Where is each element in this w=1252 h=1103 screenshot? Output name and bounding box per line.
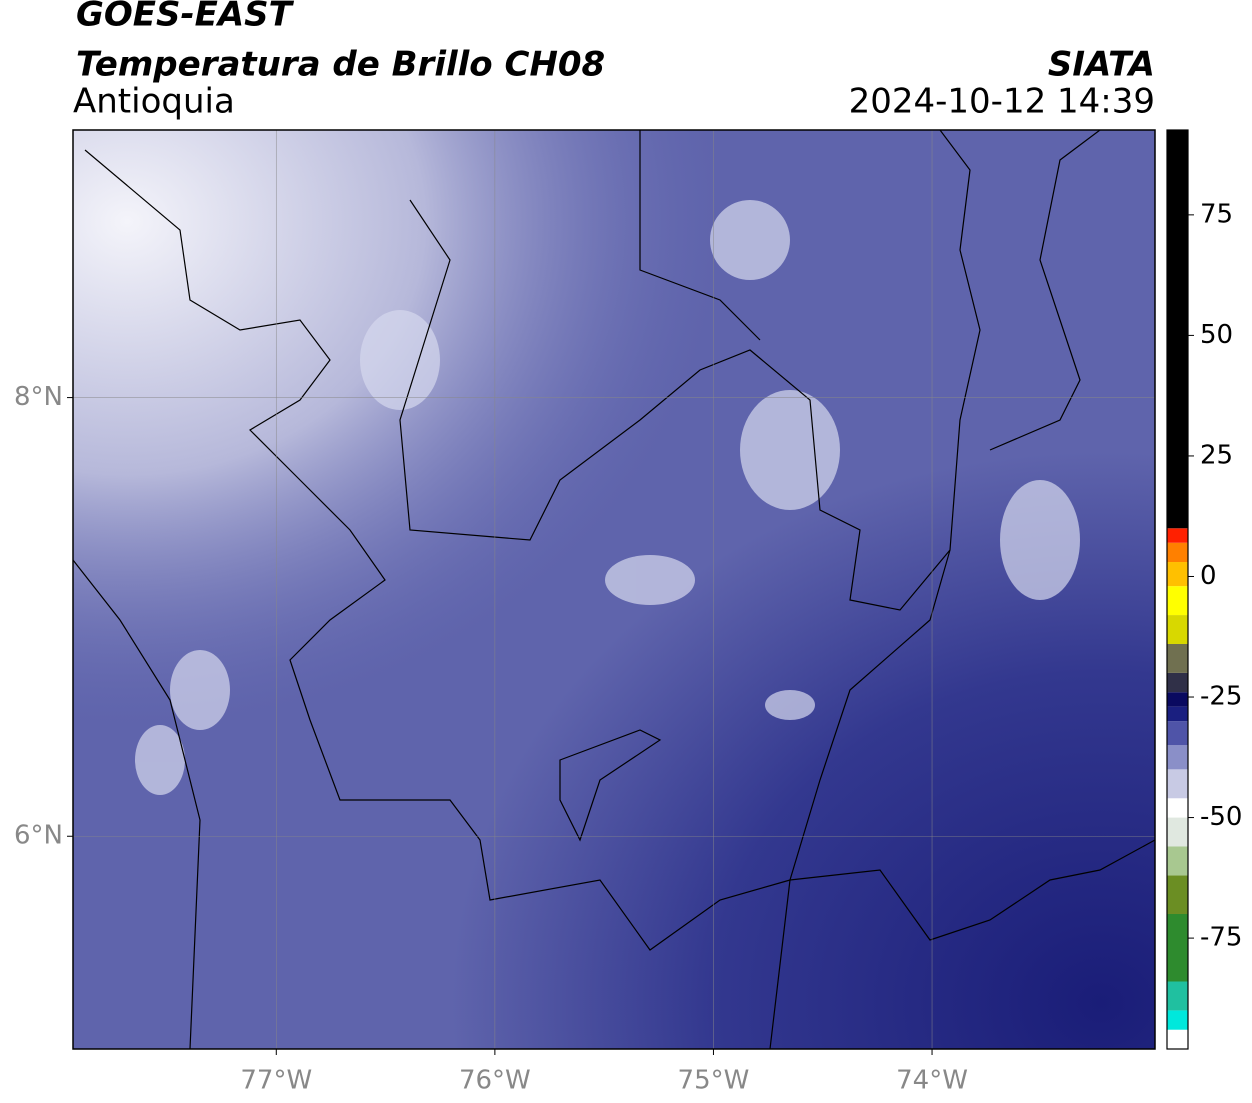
map-frame bbox=[72, 129, 1156, 1050]
colorbar-segment bbox=[1167, 528, 1188, 543]
colorbar-segment bbox=[1167, 913, 1188, 982]
colorbar-segment bbox=[1167, 981, 1188, 1011]
colorbar-segment bbox=[1167, 542, 1188, 563]
colorbar-tick-label: -50 bbox=[1200, 802, 1242, 832]
subtitle: Temperatura de Brillo CH08 bbox=[76, 45, 605, 85]
colorbar-segment bbox=[1167, 643, 1188, 673]
x-tick-label: 77°W bbox=[240, 1066, 312, 1096]
colorbar-tick-label: -25 bbox=[1200, 682, 1242, 712]
colorbar-segment bbox=[1167, 586, 1188, 616]
colorbar-segment bbox=[1167, 562, 1188, 587]
colorbar-segment bbox=[1167, 798, 1188, 818]
map-field bbox=[73, 130, 1155, 1049]
colorbar: -75 -50 -25 0 25 50 75 bbox=[1167, 130, 1242, 1049]
colorbar-tick-label: -75 bbox=[1200, 923, 1242, 953]
y-tick-label: 8°N bbox=[14, 382, 63, 412]
colorbar-tick-label: 50 bbox=[1200, 320, 1233, 350]
colorbar-segment bbox=[1167, 672, 1188, 693]
colorbar-segment bbox=[1167, 721, 1188, 746]
colorbar-segment bbox=[1167, 817, 1188, 847]
colorbar-segment bbox=[1167, 745, 1188, 770]
colorbar-segment bbox=[1167, 1010, 1188, 1030]
region: Antioquia bbox=[73, 82, 235, 122]
colorbar-segment bbox=[1167, 615, 1188, 644]
y-tick-label: 6°N bbox=[14, 821, 63, 851]
colorbar-frame bbox=[1166, 129, 1189, 1050]
borders bbox=[73, 130, 1155, 1049]
x-tick-label: 74°W bbox=[896, 1066, 968, 1096]
colorbar-tick-label: 25 bbox=[1200, 440, 1233, 470]
x-tick-label: 75°W bbox=[678, 1066, 750, 1096]
colorbar-segment bbox=[1167, 706, 1188, 722]
colorbar-segment bbox=[1167, 1029, 1188, 1049]
colorbar-segment bbox=[1167, 692, 1188, 707]
x-tick-label: 76°W bbox=[459, 1066, 531, 1096]
colorbar-tick-label: 75 bbox=[1200, 199, 1233, 229]
colorbar-segment bbox=[1167, 130, 1188, 529]
colorbar-segment bbox=[1167, 846, 1188, 876]
datetime: 2024-10-12 14:39 bbox=[849, 82, 1155, 122]
colorbar-segment bbox=[1167, 769, 1188, 799]
grid: 77°W 76°W 75°W 74°W 6°N 8°N bbox=[14, 130, 1155, 1096]
colorbar-tick-label: 0 bbox=[1200, 561, 1217, 591]
source: SIATA bbox=[1048, 45, 1155, 85]
cloud-patches bbox=[135, 200, 1080, 795]
title: GOES-EAST bbox=[76, 0, 295, 35]
colorbar-segment bbox=[1167, 875, 1188, 914]
